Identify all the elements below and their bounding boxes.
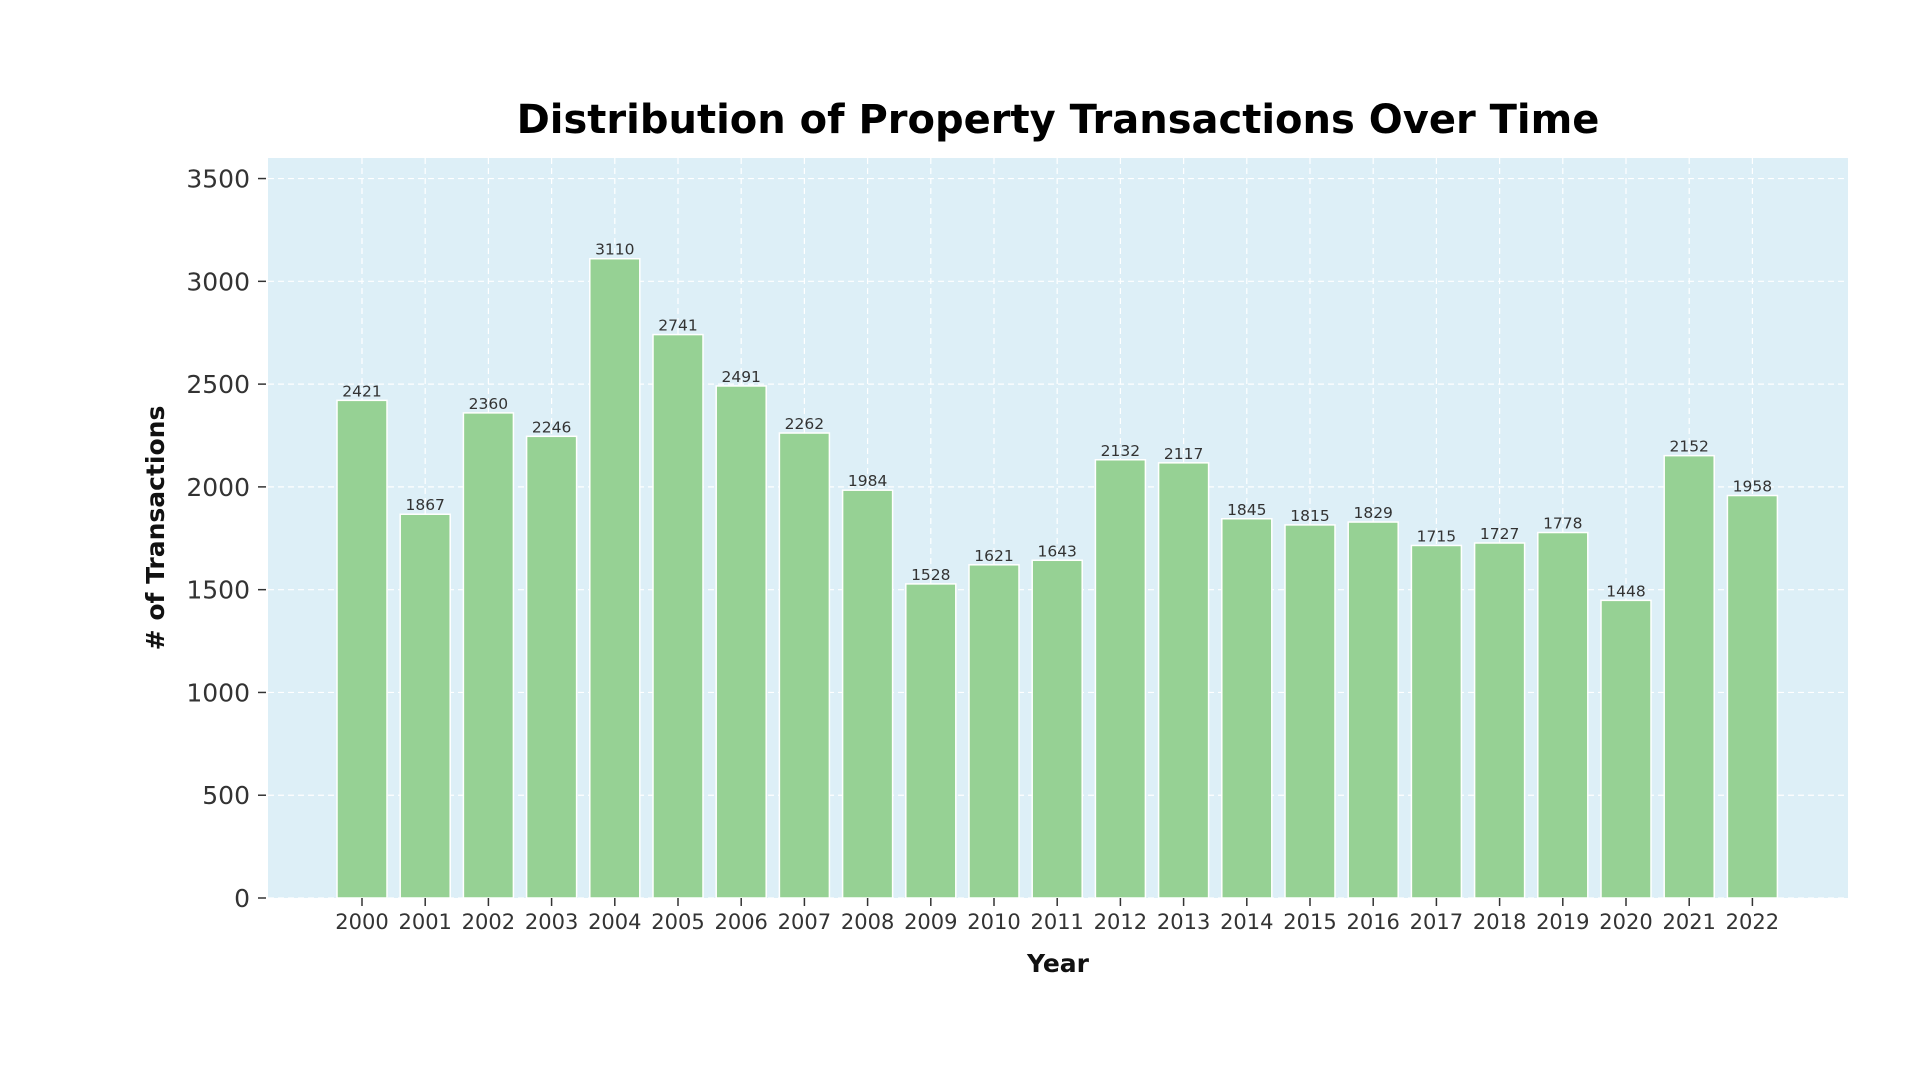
x-tick-label: 2012 [1094,910,1147,934]
bar-2012 [1094,459,1147,899]
bar-2005 [652,333,704,899]
bar-2022 [1726,494,1779,899]
x-axis-title: Year [1026,949,1090,978]
x-tick-label: 2020 [1599,910,1652,934]
axis-ticks: 0 500 1000 1500 2000 2500 3000 3500 2000 2001 2002… [186,165,1779,934]
y-tick-label: 500 [202,781,250,810]
data-label: 2246 [532,418,571,436]
x-tick-label: 2002 [462,910,515,934]
data-label: 2262 [785,415,824,433]
x-tick-label: 2007 [778,910,831,934]
y-tick-label: 3500 [186,165,250,194]
y-tick-label: 3000 [186,267,250,296]
y-tick-label: 1500 [186,576,250,605]
x-tick-label: 2019 [1536,910,1589,934]
bar-2007 [778,432,831,899]
data-label: 1815 [1290,507,1329,525]
x-tick-label: 2015 [1283,910,1336,934]
bar-2001 [399,513,451,899]
y-tick-label: 2500 [186,370,250,399]
bar-2003 [525,435,578,899]
bar-2014 [1221,518,1273,899]
data-label: 1778 [1543,515,1582,533]
data-label: 1715 [1417,527,1456,545]
data-labels: 2421 1867 2360 2246 3110 2741 2491 2262 1984 1528… [342,241,1772,601]
bar-2006 [715,385,767,899]
y-axis-title: # of Transactions [141,406,170,651]
data-label: 2152 [1669,438,1708,456]
data-label: 2360 [469,395,508,413]
x-tick-label: 2009 [904,910,957,934]
bar-2002 [462,412,515,899]
x-tick-label: 2003 [525,910,578,934]
data-label: 1448 [1606,582,1645,600]
data-label: 1958 [1733,478,1772,496]
bar-2018 [1473,542,1526,899]
x-tick-label: 2006 [714,910,767,934]
bar-2017 [1410,544,1463,899]
x-tick-label: 2016 [1346,910,1399,934]
x-tick-label: 2005 [651,910,704,934]
bar-2016 [1347,521,1399,899]
data-label: 1845 [1227,501,1266,519]
y-tick-label: 0 [234,884,250,913]
x-tick-label: 2011 [1030,910,1083,934]
bar-2008 [841,489,894,899]
bar-2010 [968,564,1020,899]
data-label: 2491 [721,368,760,386]
data-label: 2421 [342,382,381,400]
data-label: 3110 [595,241,634,259]
x-tick-label: 2021 [1662,910,1715,934]
bar-2021 [1663,454,1715,899]
x-tick-label: 2008 [841,910,894,934]
data-label: 2132 [1101,442,1140,460]
x-tick-label: 2001 [398,910,451,934]
x-tick-label: 2004 [588,910,641,934]
x-tick-label: 2000 [335,910,388,934]
data-label: 2117 [1164,445,1203,463]
data-label: 2741 [658,317,697,335]
bar-2000 [336,399,388,899]
x-tick-label: 2010 [967,910,1020,934]
data-label: 1643 [1037,542,1076,560]
bar-2009 [905,583,957,899]
x-tick-label: 2017 [1410,910,1463,934]
data-label: 1528 [911,566,950,584]
y-tick-label: 1000 [186,678,250,707]
x-tick-label: 2014 [1220,910,1273,934]
bars [336,257,1779,899]
data-label: 1727 [1480,525,1519,543]
bar-2020 [1600,599,1652,899]
x-tick-label: 2022 [1726,910,1779,934]
data-label: 1829 [1353,504,1392,522]
bar-2019 [1537,531,1589,899]
data-label: 1621 [974,547,1013,565]
y-tick-label: 2000 [186,473,250,502]
chart-title: Distribution of Property Transactions Ov… [517,97,1600,143]
bar-2011 [1031,559,1083,899]
data-label: 1867 [405,496,444,514]
x-tick-label: 2013 [1157,910,1210,934]
bar-2015 [1284,524,1336,899]
bar-2004 [589,257,641,899]
bar-2013 [1157,462,1210,899]
x-tick-label: 2018 [1473,910,1526,934]
data-label: 1984 [848,472,887,490]
